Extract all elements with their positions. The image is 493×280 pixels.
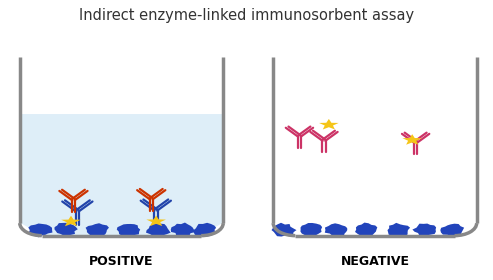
Text: Indirect enzyme-linked immunosorbent assay: Indirect enzyme-linked immunosorbent ass… bbox=[79, 8, 414, 23]
Polygon shape bbox=[61, 216, 81, 226]
Polygon shape bbox=[146, 216, 166, 226]
Polygon shape bbox=[194, 223, 217, 236]
Polygon shape bbox=[319, 119, 339, 129]
Polygon shape bbox=[387, 223, 410, 236]
Polygon shape bbox=[86, 223, 109, 236]
Polygon shape bbox=[171, 223, 195, 236]
Polygon shape bbox=[21, 114, 222, 235]
Polygon shape bbox=[402, 134, 422, 145]
Polygon shape bbox=[325, 223, 347, 237]
Polygon shape bbox=[28, 223, 52, 237]
Text: POSITIVE: POSITIVE bbox=[89, 255, 154, 268]
Polygon shape bbox=[413, 223, 436, 235]
Polygon shape bbox=[146, 224, 171, 237]
Polygon shape bbox=[300, 223, 322, 237]
Polygon shape bbox=[272, 223, 296, 237]
Polygon shape bbox=[355, 223, 377, 236]
Polygon shape bbox=[54, 223, 78, 235]
Text: NEGATIVE: NEGATIVE bbox=[341, 255, 410, 268]
Polygon shape bbox=[117, 224, 140, 237]
Polygon shape bbox=[440, 224, 464, 237]
